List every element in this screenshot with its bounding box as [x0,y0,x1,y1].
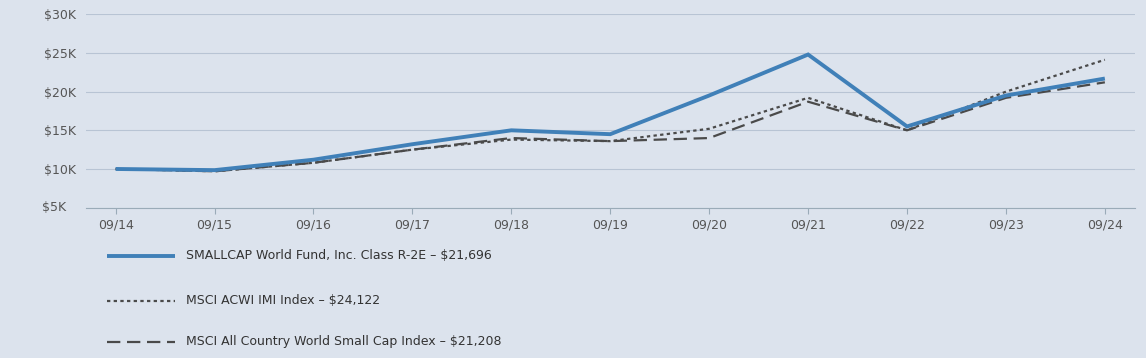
Text: MSCI All Country World Small Cap Index – $21,208: MSCI All Country World Small Cap Index –… [186,335,501,348]
Text: MSCI ACWI IMI Index – $24,122: MSCI ACWI IMI Index – $24,122 [186,294,379,308]
Text: SMALLCAP World Fund, Inc. Class R-2E – $21,696: SMALLCAP World Fund, Inc. Class R-2E – $… [186,250,492,262]
Text: $5K: $5K [42,201,66,214]
